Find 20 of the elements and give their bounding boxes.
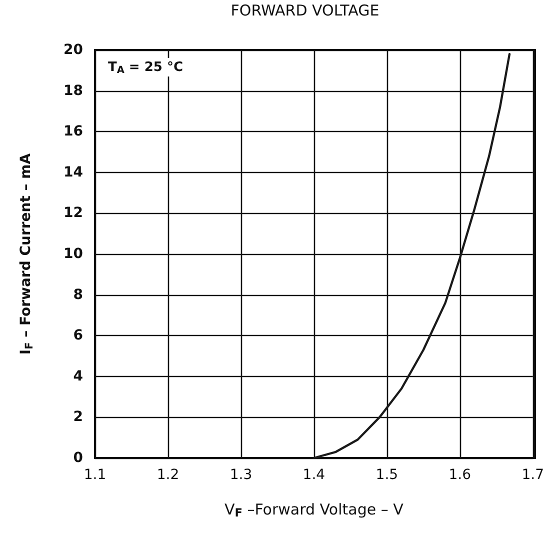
x-tick-label: 1.7 — [522, 467, 544, 483]
y-tick-label: 0 — [73, 450, 84, 466]
y-tick-label: 4 — [73, 368, 84, 384]
x-tick-label: 1.4 — [302, 467, 326, 483]
chart-title: FORWARD VOLTAGE — [230, 2, 380, 20]
y-tick-label: 2 — [73, 409, 83, 426]
y-tick-label: 14 — [64, 164, 84, 180]
y-tick-label: 16 — [64, 124, 83, 140]
y-tick-label: 12 — [64, 205, 83, 222]
x-tick-label: 1.1 — [84, 467, 106, 483]
y-tick-label: 6 — [73, 328, 83, 344]
y-tick-label: 18 — [64, 82, 83, 99]
x-tick-label: 1.5 — [376, 467, 398, 483]
y-tick-label: 8 — [73, 286, 83, 303]
y-tick-label: 20 — [64, 42, 84, 58]
y-axis-title: IF – Forward Current – mA — [18, 153, 36, 355]
y-tick-label: 10 — [64, 246, 84, 262]
x-tick-label: 1.2 — [156, 467, 180, 483]
x-tick-label: 1.3 — [230, 467, 252, 483]
x-tick-label: 1.6 — [448, 467, 472, 483]
